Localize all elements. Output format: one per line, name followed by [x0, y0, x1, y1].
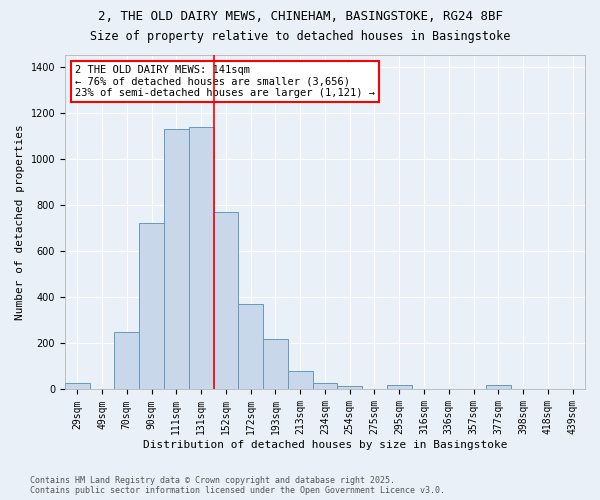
Bar	[535, 389, 560, 390]
Bar	[560, 389, 585, 390]
Bar	[288, 371, 313, 390]
X-axis label: Distribution of detached houses by size in Basingstoke: Distribution of detached houses by size …	[143, 440, 507, 450]
Bar	[486, 385, 511, 390]
Bar	[461, 389, 486, 390]
Bar	[387, 385, 412, 390]
Y-axis label: Number of detached properties: Number of detached properties	[15, 124, 25, 320]
Bar	[436, 389, 461, 390]
Bar	[214, 212, 238, 390]
Bar	[164, 129, 189, 390]
Bar	[238, 304, 263, 390]
Bar	[115, 332, 139, 390]
Bar	[139, 224, 164, 390]
Bar	[313, 382, 337, 390]
Text: Contains HM Land Registry data © Crown copyright and database right 2025.
Contai: Contains HM Land Registry data © Crown c…	[30, 476, 445, 495]
Bar	[89, 389, 115, 390]
Bar	[511, 389, 535, 390]
Text: Size of property relative to detached houses in Basingstoke: Size of property relative to detached ho…	[90, 30, 510, 43]
Bar	[263, 338, 288, 390]
Bar	[337, 386, 362, 390]
Text: 2, THE OLD DAIRY MEWS, CHINEHAM, BASINGSTOKE, RG24 8BF: 2, THE OLD DAIRY MEWS, CHINEHAM, BASINGS…	[97, 10, 503, 23]
Bar	[189, 126, 214, 390]
Bar	[65, 382, 89, 390]
Text: 2 THE OLD DAIRY MEWS: 141sqm
← 76% of detached houses are smaller (3,656)
23% of: 2 THE OLD DAIRY MEWS: 141sqm ← 76% of de…	[76, 65, 376, 98]
Bar	[412, 389, 436, 390]
Bar	[362, 389, 387, 390]
